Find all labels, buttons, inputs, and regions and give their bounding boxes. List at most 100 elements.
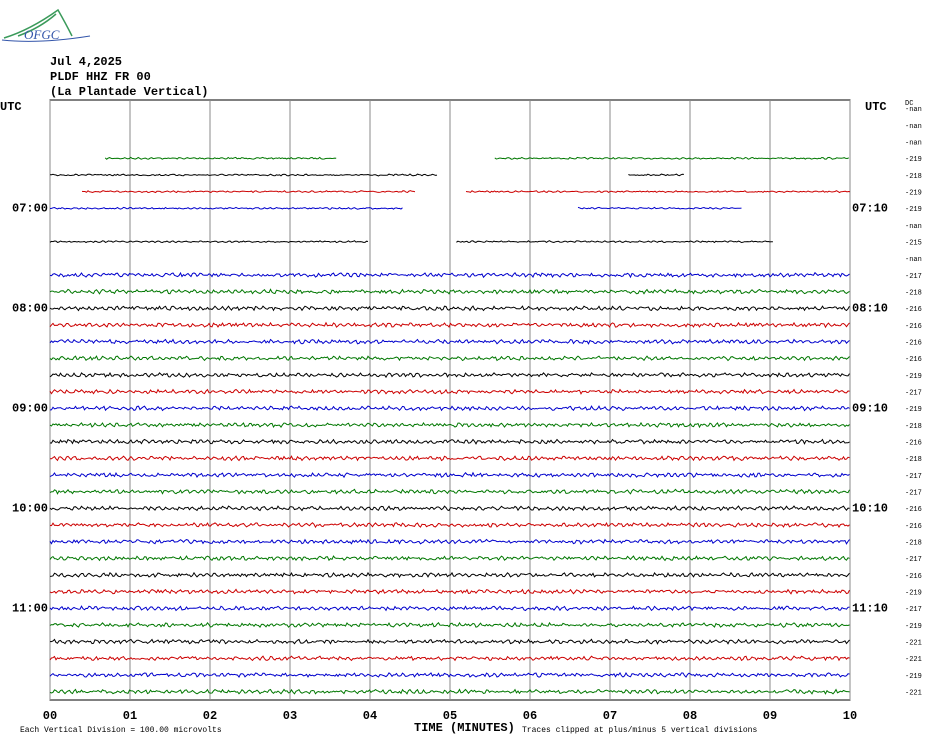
left-time-label: 07:00 bbox=[12, 201, 48, 215]
date: Jul 4,2025 bbox=[50, 55, 122, 69]
dc-label: -218 bbox=[905, 173, 922, 181]
dc-label: -216 bbox=[905, 573, 922, 581]
dc-label: -nan bbox=[905, 223, 922, 231]
trace bbox=[49, 605, 850, 612]
station-name: (La Plantade Vertical) bbox=[50, 85, 208, 99]
dc-label: -216 bbox=[905, 506, 922, 514]
dc-label: -218 bbox=[905, 423, 922, 431]
dc-label: -218 bbox=[905, 539, 922, 547]
trace bbox=[81, 190, 416, 194]
left-axis-title: UTC bbox=[0, 100, 22, 114]
trace bbox=[49, 488, 850, 495]
trace bbox=[49, 305, 850, 312]
trace bbox=[49, 321, 850, 329]
trace bbox=[49, 522, 850, 529]
trace bbox=[49, 571, 850, 579]
x-axis-title: TIME (MINUTES) bbox=[414, 721, 515, 735]
right-time-label: 09:10 bbox=[852, 401, 888, 415]
clip-note: Traces clipped at plus/minus 5 vertical … bbox=[522, 726, 757, 735]
trace bbox=[49, 338, 850, 345]
dc-label: -219 bbox=[905, 589, 922, 597]
trace bbox=[49, 240, 369, 244]
dc-title: DC bbox=[905, 100, 913, 108]
x-tick-label: 07 bbox=[603, 709, 617, 723]
logo-swoosh bbox=[3, 8, 73, 39]
dc-label: -219 bbox=[905, 373, 922, 381]
trace bbox=[49, 438, 850, 445]
dc-label: -217 bbox=[905, 606, 922, 614]
dc-label: -217 bbox=[905, 389, 922, 397]
trace bbox=[49, 621, 850, 628]
trace bbox=[577, 206, 742, 210]
trace bbox=[49, 655, 850, 662]
dc-label: -216 bbox=[905, 356, 922, 364]
trace bbox=[49, 555, 850, 562]
trace bbox=[104, 156, 337, 160]
trace bbox=[49, 288, 850, 295]
right-time-label: 10:10 bbox=[852, 501, 888, 515]
trace bbox=[49, 388, 850, 395]
trace bbox=[49, 355, 850, 362]
trace bbox=[49, 471, 850, 479]
dc-label: -219 bbox=[905, 189, 922, 197]
dc-label: -221 bbox=[905, 689, 922, 697]
logo: OFGC bbox=[1, 8, 91, 42]
trace bbox=[628, 173, 684, 177]
dc-label: -221 bbox=[905, 656, 922, 664]
dc-label: -216 bbox=[905, 439, 922, 447]
x-tick-label: 05 bbox=[443, 709, 457, 723]
dc-label: -216 bbox=[905, 306, 922, 314]
left-time-label: 09:00 bbox=[12, 401, 48, 415]
logo-text: OFGC bbox=[24, 27, 60, 42]
dc-label: -218 bbox=[905, 289, 922, 297]
trace bbox=[50, 455, 850, 462]
dc-label: -216 bbox=[905, 323, 922, 331]
left-time-label: 10:00 bbox=[12, 501, 48, 515]
trace bbox=[465, 190, 851, 194]
trace bbox=[49, 505, 850, 512]
left-time-label: 11:00 bbox=[12, 601, 48, 615]
trace bbox=[494, 156, 850, 160]
dc-label: -217 bbox=[905, 489, 922, 497]
station: PLDF HHZ FR 00 bbox=[50, 70, 151, 84]
trace bbox=[49, 271, 850, 279]
trace bbox=[49, 206, 403, 210]
dc-label: -nan bbox=[905, 106, 922, 114]
trace bbox=[49, 538, 850, 545]
trace bbox=[49, 421, 850, 429]
dc-label: -219 bbox=[905, 406, 922, 414]
dc-label: -217 bbox=[905, 473, 922, 481]
x-tick-label: 00 bbox=[43, 709, 57, 723]
dc-label: -216 bbox=[905, 339, 922, 347]
trace bbox=[49, 671, 850, 679]
dc-label: -219 bbox=[905, 156, 922, 164]
dc-label: -216 bbox=[905, 523, 922, 531]
logo-line bbox=[1, 35, 91, 42]
dc-label: -217 bbox=[905, 556, 922, 564]
division-note: Each Vertical Division = 100.00 microvol… bbox=[20, 726, 222, 735]
trace bbox=[50, 173, 438, 177]
dc-label: -218 bbox=[905, 456, 922, 464]
trace bbox=[49, 371, 850, 379]
dc-label: -nan bbox=[905, 123, 922, 131]
dc-label: -nan bbox=[905, 256, 922, 264]
x-tick-label: 08 bbox=[683, 709, 697, 723]
right-time-label: 08:10 bbox=[852, 301, 888, 315]
dc-label: -217 bbox=[905, 273, 922, 281]
x-tick-label: 02 bbox=[203, 709, 217, 723]
trace bbox=[50, 638, 850, 645]
trace bbox=[49, 405, 850, 412]
right-axis-title: UTC bbox=[865, 100, 887, 114]
dc-label: -219 bbox=[905, 206, 922, 214]
x-tick-label: 01 bbox=[123, 709, 137, 723]
x-tick-label: 10 bbox=[843, 709, 857, 723]
trace bbox=[456, 240, 773, 244]
right-time-label: 07:10 bbox=[852, 201, 888, 215]
dc-label: -215 bbox=[905, 239, 922, 247]
dc-label: -219 bbox=[905, 673, 922, 681]
x-tick-label: 04 bbox=[363, 709, 377, 723]
right-time-label: 11:10 bbox=[852, 601, 888, 615]
trace bbox=[49, 588, 850, 595]
trace bbox=[49, 688, 850, 695]
